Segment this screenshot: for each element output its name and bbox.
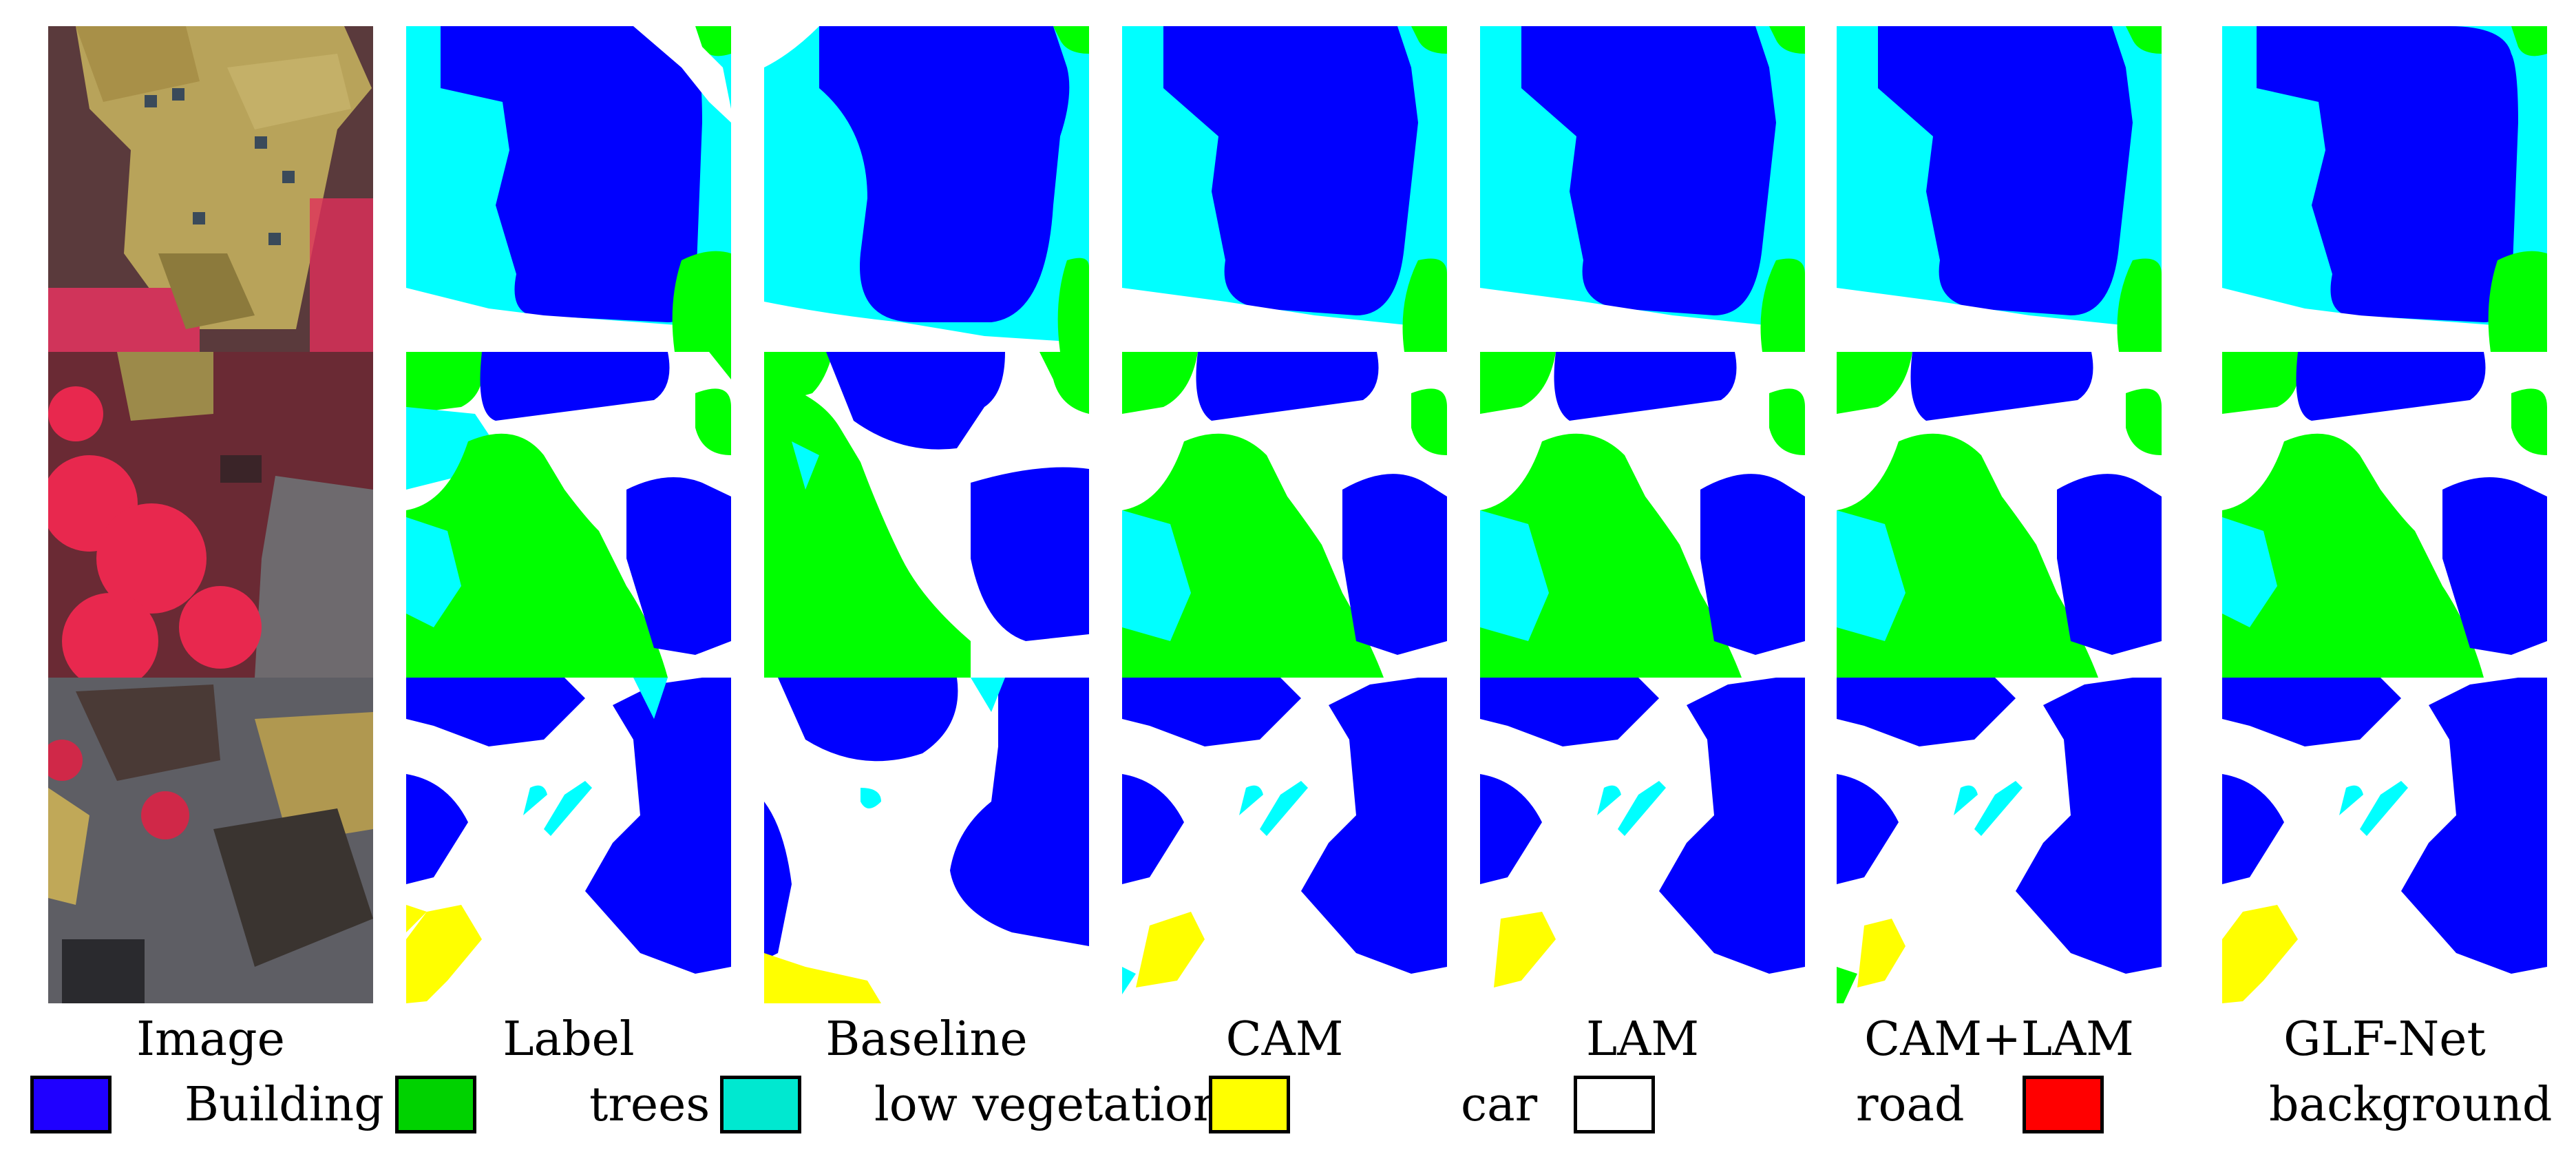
- legend-car: [1209, 1074, 1290, 1135]
- cam-row-2: [1122, 352, 1447, 678]
- legend-swatch-car: [1209, 1076, 1290, 1133]
- baseline-row-2: [764, 352, 1089, 678]
- baseline-row-1: [764, 26, 1089, 352]
- column-image: [48, 26, 373, 1004]
- image-row-3: [48, 678, 373, 1003]
- label-row-3: [406, 678, 731, 1003]
- legend-label-background: background: [2269, 1078, 2553, 1132]
- camlam-row-1: [1837, 26, 2162, 352]
- column-title-cam: CAM: [1225, 1012, 1344, 1067]
- legend-label-road: road: [1856, 1078, 1965, 1132]
- glfnet-row-1: [2222, 26, 2547, 352]
- column-title-lam: LAM: [1586, 1012, 1699, 1067]
- column-label: [406, 26, 731, 1004]
- legend-swatch-low-vegetation: [720, 1076, 801, 1133]
- cam-row-1: [1122, 26, 1447, 352]
- lam-row-3: [1480, 678, 1805, 1003]
- legend-swatch-background: [2023, 1076, 2104, 1133]
- cam-row-3: [1122, 678, 1447, 1003]
- legend-swatch-trees: [395, 1076, 476, 1133]
- lam-row-1: [1480, 26, 1805, 352]
- column-glf-net: [2222, 26, 2547, 1004]
- camlam-row-3: [1837, 678, 2162, 1003]
- lam-row-2: [1480, 352, 1805, 678]
- legend-label-car: car: [1461, 1078, 1538, 1132]
- glfnet-row-3: [2222, 678, 2547, 1003]
- column-title-glf-net: GLF-Net: [2283, 1012, 2486, 1067]
- column-title-image: Image: [136, 1012, 285, 1067]
- legend-swatch-building: [30, 1076, 112, 1133]
- column-title-baseline: Baseline: [825, 1012, 1028, 1067]
- camlam-row-2: [1837, 352, 2162, 678]
- legend-background: [2023, 1074, 2104, 1135]
- column-cam: [1122, 26, 1447, 1004]
- legend-low-vegetation: [720, 1074, 801, 1135]
- column-baseline: [764, 26, 1089, 1004]
- legend-trees: [395, 1074, 476, 1135]
- image-row-1: [48, 26, 373, 352]
- column-title-cam-lam: CAM+LAM: [1864, 1012, 2134, 1067]
- column-title-label: Label: [503, 1012, 635, 1067]
- legend-swatch-road: [1574, 1076, 1655, 1133]
- legend-label-low-vegetation: low vegetation: [874, 1078, 1223, 1132]
- label-row-1: [406, 26, 731, 352]
- legend-label-building: Building: [184, 1078, 384, 1132]
- legend-road: [1574, 1074, 1655, 1135]
- legend-building: [30, 1074, 112, 1135]
- label-row-2: [406, 352, 731, 678]
- glfnet-row-2: [2222, 352, 2547, 678]
- image-row-2: [48, 352, 373, 678]
- column-lam: [1480, 26, 1805, 1004]
- column-cam-lam: [1837, 26, 2162, 1004]
- legend-label-trees: trees: [589, 1078, 710, 1132]
- baseline-row-3: [764, 678, 1089, 1003]
